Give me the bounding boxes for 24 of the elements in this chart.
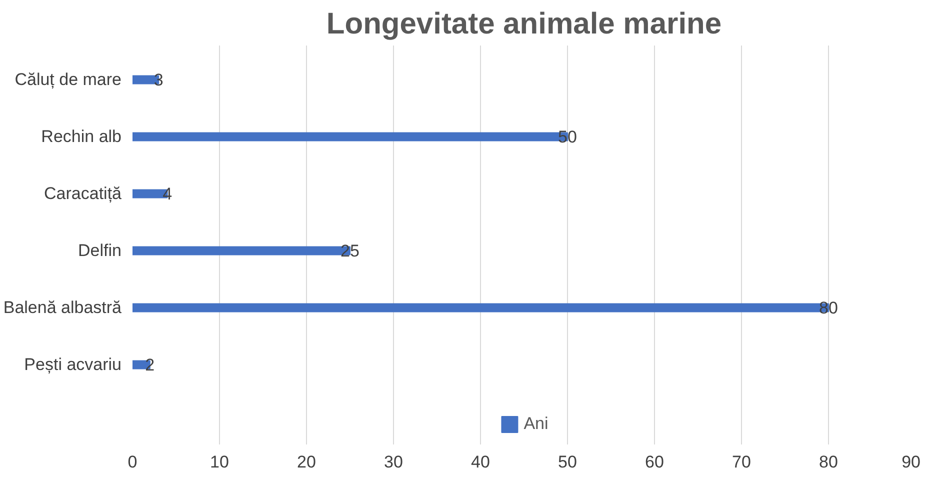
x-tick-label: 0 [128,452,138,472]
y-tick-label: Caracatiță [44,184,122,204]
data-label: 4 [162,184,172,204]
x-tick-label: 40 [471,452,490,472]
x-tick-label: 30 [384,452,403,472]
data-label: 80 [819,298,838,318]
x-tick-label: 10 [210,452,229,472]
y-tick-label: Delfin [78,241,122,260]
data-label: 50 [558,128,577,147]
y-tick-label: Rechin alb [41,127,122,146]
legend-label: Ani [524,414,548,434]
y-tick-label: Căluț de mare [14,70,122,90]
x-tick-label: 60 [645,452,664,472]
x-tick-label: 90 [902,452,921,472]
x-tick-label: 20 [297,452,316,472]
data-label: 25 [340,242,360,261]
x-tick-label: 50 [558,452,577,472]
data-label: 2 [145,356,155,375]
x-tick-label: 80 [819,452,838,472]
x-tick-label: 70 [732,452,751,472]
y-tick-label: Pești acvariu [24,355,122,374]
chart-title: Longevitate animale marine [326,8,722,40]
y-tick-label: Balenă albastră [3,298,122,318]
data-label: 3 [154,70,164,90]
